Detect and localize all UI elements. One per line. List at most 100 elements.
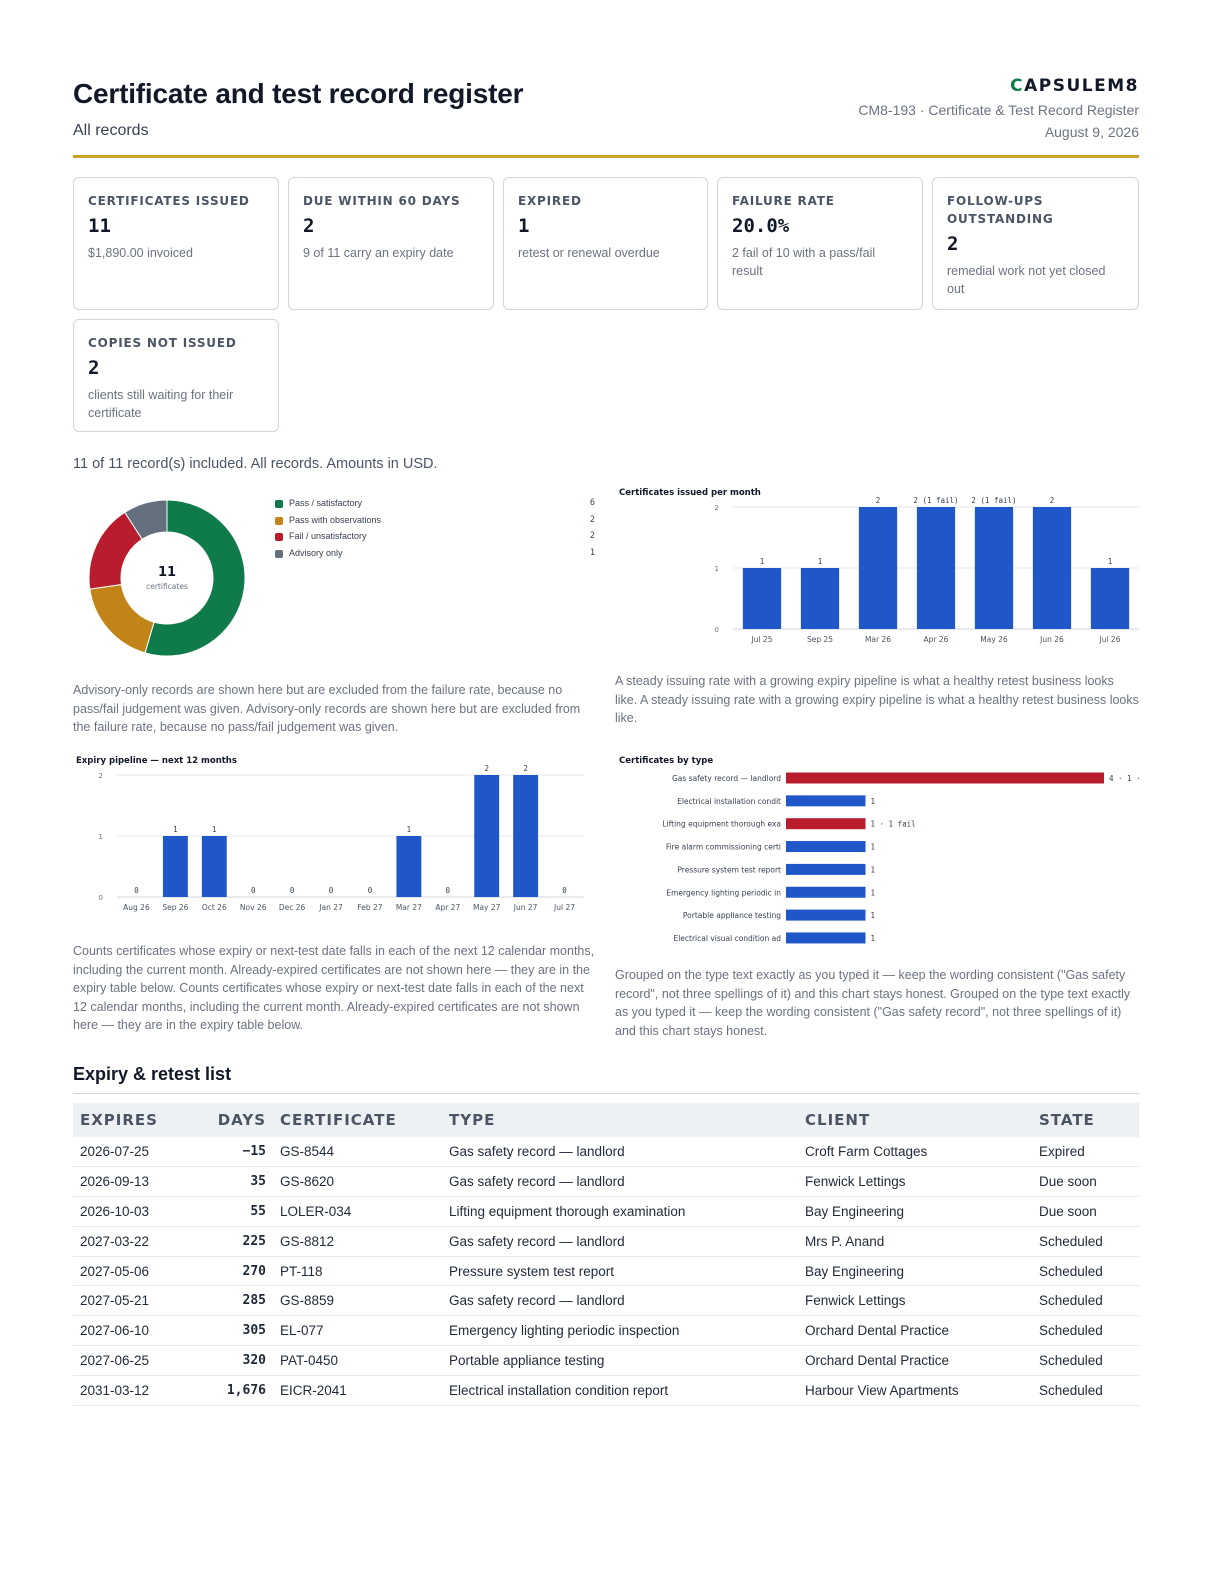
donut-slice xyxy=(144,499,246,657)
data-label: 2 xyxy=(1050,496,1055,505)
data-label: 2 (1 fail) xyxy=(913,496,958,505)
bar xyxy=(858,507,898,629)
outcome-donut-chart: 11 certificates xyxy=(73,490,273,670)
chart-title: Expiry pipeline — next 12 months xyxy=(76,756,237,766)
client-cell: Orchard Dental Practice xyxy=(798,1345,1032,1376)
bar xyxy=(786,909,866,921)
certificate-cell: LOLER-034 xyxy=(273,1196,442,1227)
x-tick-label: Jul 27 xyxy=(553,903,575,912)
bar xyxy=(162,836,188,897)
legend-swatch xyxy=(275,549,283,558)
days-cell: 305 xyxy=(205,1315,273,1347)
table-row: 2027-06-10 305 EL-077 Emergency lighting pe… xyxy=(73,1315,1139,1347)
y-tick-label: 2 xyxy=(99,772,103,780)
x-tick-label: Nov 26 xyxy=(240,903,267,912)
state-cell: Scheduled xyxy=(1032,1315,1139,1347)
pipeline-caption: Counts certificates whose expiry or next… xyxy=(73,944,595,1032)
category-label: Pressure system test report xyxy=(677,865,781,874)
table-row: 2026-07-25 −15 GS-8544 Gas safety record — … xyxy=(73,1137,1139,1168)
kpi-value: 11 xyxy=(88,215,111,237)
kpi-note: clients still waiting for their certific… xyxy=(88,388,234,420)
donut-slice xyxy=(124,499,168,540)
type-cell: Gas safety record — landlord xyxy=(442,1137,798,1168)
bar xyxy=(786,932,866,944)
x-tick-label: Jun 27 xyxy=(513,903,538,912)
bytype-caption: Grouped on the type text exactly as you … xyxy=(615,968,1131,1038)
kpi-label: COPIES NOT ISSUED xyxy=(88,336,237,350)
monthly-svg: Certificates issued per month 0 1 2 1 Jul 25 1… xyxy=(619,488,1139,644)
document-date: August 9, 2026 xyxy=(1044,124,1139,140)
days-cell: 35 xyxy=(205,1166,273,1198)
days-cell: 285 xyxy=(205,1285,273,1317)
data-label: 1 xyxy=(871,865,876,874)
certificate-cell: PAT-0450 xyxy=(273,1345,442,1376)
bar xyxy=(800,568,840,629)
certificate-cell: PT-118 xyxy=(273,1256,442,1287)
client-cell: Bay Engineering xyxy=(798,1196,1032,1227)
kpi-card-expired: EXPIRED 1 retest or renewal overdue xyxy=(503,177,708,310)
client-cell: Mrs P. Anand xyxy=(798,1226,1032,1257)
chart-title: Certificates issued per month xyxy=(619,488,761,498)
y-tick-label: 1 xyxy=(715,565,719,573)
page-title: Certificate and test record register xyxy=(73,78,524,109)
legend-value: 2 xyxy=(589,531,595,541)
kpi-value: 2 xyxy=(303,215,315,237)
kpi-note: 2 fail of 10 with a pass/fail result xyxy=(732,246,876,278)
category-label: Emergency lighting periodic in xyxy=(666,888,781,897)
table-row: 2026-09-13 35 GS-8620 Gas safety record — l… xyxy=(73,1166,1139,1198)
expires-cell: 2027-06-25 xyxy=(73,1345,205,1376)
data-label: 4 · 1 · xyxy=(1109,774,1139,783)
legend-swatch xyxy=(275,516,283,525)
brand-logo: CAPSULEM8 xyxy=(1010,76,1139,96)
expires-cell: 2026-07-25 xyxy=(73,1137,205,1168)
donut-caption: Advisory-only records are shown here but… xyxy=(73,683,581,734)
x-tick-label: May 27 xyxy=(473,903,501,912)
bar xyxy=(786,863,866,875)
expires-cell: 2026-10-03 xyxy=(73,1196,205,1227)
bar xyxy=(786,841,866,853)
days-cell: −15 xyxy=(205,1137,273,1168)
report-header: Certificate and test record register All… xyxy=(73,76,1139,158)
document-reference: CM8-193 · Certificate & Test Record Regi… xyxy=(858,102,1139,118)
column-header-state: STATE xyxy=(1032,1103,1139,1137)
x-tick-label: Jan 27 xyxy=(318,903,343,912)
kpi-value: 1 xyxy=(518,215,530,237)
category-label: Electrical visual condition ad xyxy=(673,934,781,943)
donut-center-value: 11 xyxy=(158,565,176,580)
bar xyxy=(513,775,539,897)
expires-cell: 2026-09-13 xyxy=(73,1166,205,1198)
donut-center-label: certificates xyxy=(146,582,188,591)
donut-svg: 11 certificates xyxy=(88,499,246,657)
bar xyxy=(1032,507,1072,629)
bar xyxy=(742,568,782,629)
kpi-card-due-within-60-days: DUE WITHIN 60 DAYS 2 9 of 11 carry an ex… xyxy=(288,177,494,310)
data-label: 0 xyxy=(562,886,567,895)
client-cell: Fenwick Lettings xyxy=(798,1166,1032,1198)
certificate-cell: GS-8859 xyxy=(273,1285,442,1317)
x-tick-label: Jul 25 xyxy=(751,635,773,644)
legend-value: 6 xyxy=(589,498,595,508)
data-label: 1 xyxy=(407,825,412,834)
legend-label: Fail / unsatisfactory xyxy=(289,531,367,541)
legend-entry: Pass / satisfactory 6 xyxy=(275,497,595,514)
x-tick-label: Apr 26 xyxy=(924,635,949,644)
bar xyxy=(201,836,227,897)
type-cell: Gas safety record — landlord xyxy=(442,1166,798,1198)
x-tick-label: Apr 27 xyxy=(435,903,460,912)
data-label: 2 (1 fail) xyxy=(971,496,1016,505)
column-header-type: TYPE xyxy=(442,1103,798,1137)
table-row: 2027-03-22 225 GS-8812 Gas safety record — … xyxy=(73,1226,1139,1257)
bar xyxy=(786,772,1104,784)
state-cell: Due soon xyxy=(1032,1196,1139,1227)
data-label: 1 xyxy=(1108,557,1113,566)
x-tick-label: Mar 27 xyxy=(396,903,422,912)
x-tick-label: Jun 26 xyxy=(1039,635,1064,644)
expires-cell: 2027-05-06 xyxy=(73,1256,205,1287)
data-label: 0 xyxy=(134,886,139,895)
state-cell: Scheduled xyxy=(1032,1375,1139,1406)
expires-cell: 2027-05-21 xyxy=(73,1285,205,1317)
category-label: Fire alarm commissioning certi xyxy=(666,843,781,852)
issued-per-month-chart: Certificates issued per month 0 1 2 1 Jul 25 1… xyxy=(613,480,1139,652)
column-header-days: DAYS xyxy=(205,1103,273,1137)
by-type-chart: Certificates by type Gas safety record — … xyxy=(613,748,1141,948)
